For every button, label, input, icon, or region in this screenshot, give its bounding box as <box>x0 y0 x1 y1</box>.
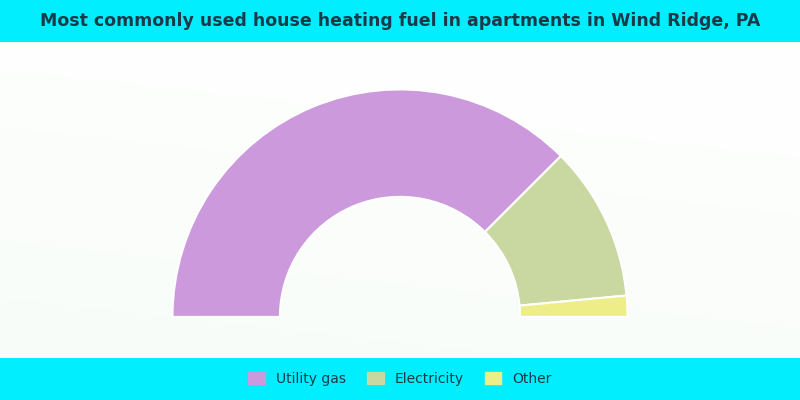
Wedge shape <box>173 90 561 317</box>
Wedge shape <box>519 296 627 317</box>
Wedge shape <box>485 156 626 306</box>
Text: Most commonly used house heating fuel in apartments in Wind Ridge, PA: Most commonly used house heating fuel in… <box>40 12 760 30</box>
Legend: Utility gas, Electricity, Other: Utility gas, Electricity, Other <box>242 366 558 392</box>
